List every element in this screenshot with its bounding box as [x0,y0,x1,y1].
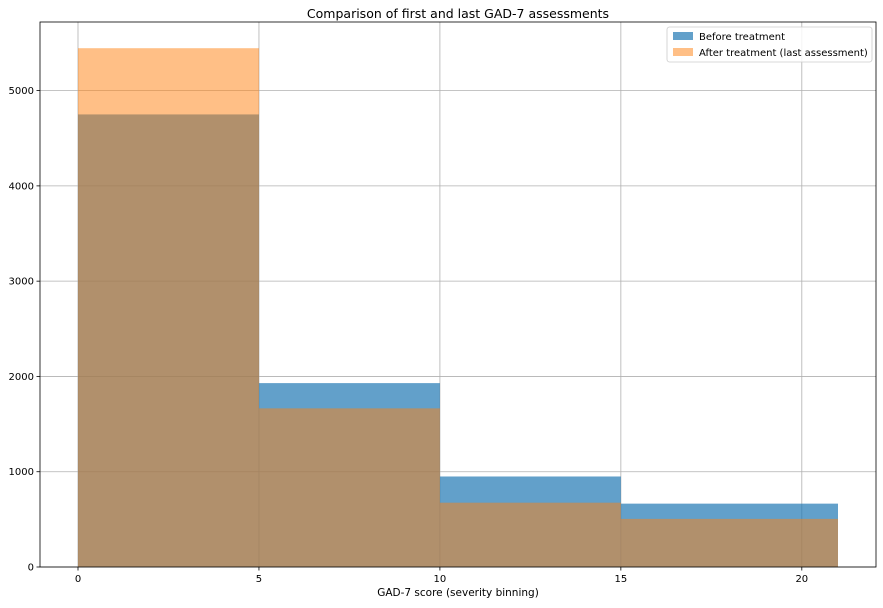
x-tick-label: 5 [256,574,262,585]
y-tick-label: 1000 [9,467,34,478]
legend-label-2: After treatment (last assessment) [699,48,868,59]
y-tick-label: 4000 [9,181,34,192]
y-tick-label: 3000 [9,277,34,288]
chart-title: Comparison of first and last GAD-7 asses… [307,6,609,21]
plot-frame [39,21,877,568]
x-axis-ticks: 0 5 10 15 20 [75,567,808,585]
legend-box [666,26,873,63]
bar-series-2-bin-1 [78,48,259,568]
x-tick-label: 10 [434,574,447,585]
x-tick-label: 20 [795,574,808,585]
x-tick-label: 0 [75,574,81,585]
legend-swatch-2 [673,48,693,56]
bars [78,48,838,568]
bar-series-2-bin-3 [439,502,621,567]
bar-series-2-bin-4 [620,518,838,567]
x-axis-label: GAD-7 score (severity binning) [377,587,539,599]
y-tick-label: 5000 [9,86,34,97]
y-tick-label: 2000 [9,372,34,383]
x-tick-label: 15 [614,574,627,585]
legend-label-1: Before treatment [699,32,785,43]
legend: Before treatment After treatment (last as… [666,26,873,63]
legend-swatch-1 [673,32,693,40]
y-tick-label: 0 [28,563,34,574]
y-axis-ticks: 0 1000 2000 3000 4000 5000 [9,86,40,574]
bar-series-2-bin-2 [258,408,440,567]
